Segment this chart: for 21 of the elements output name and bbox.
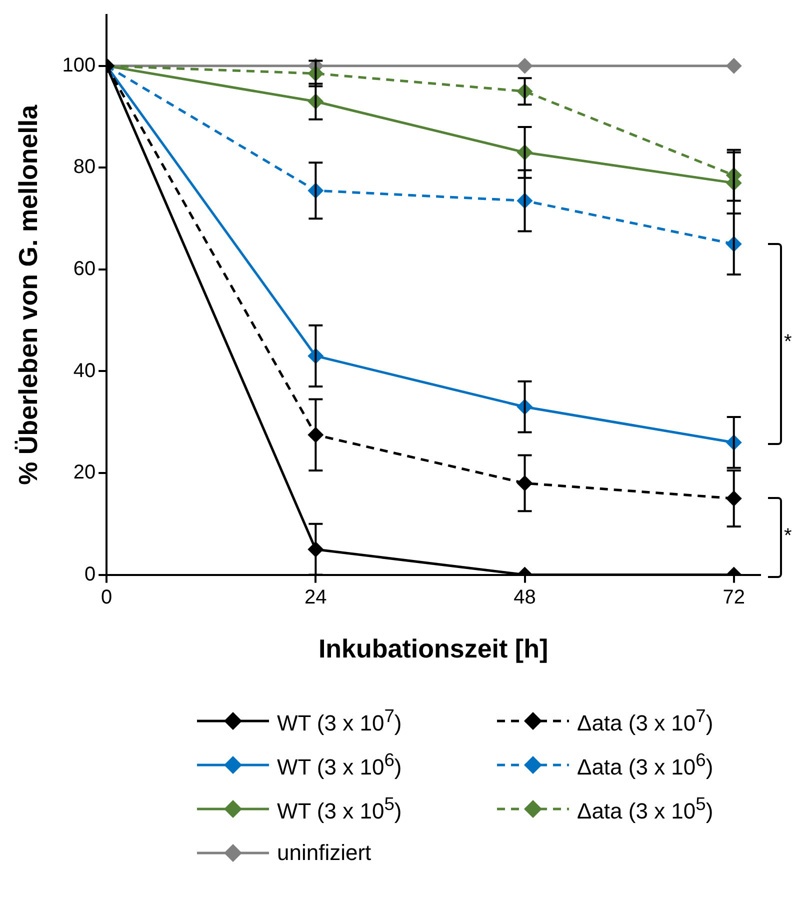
legend-label: uninfiziert <box>277 840 372 866</box>
x-axis-title: Inkubationszeit [h] <box>318 634 548 664</box>
text: * <box>784 331 792 354</box>
legend-label: Δata (3 x 10$^{5}$) <box>577 793 714 825</box>
y-tick-label: 80 <box>73 156 96 178</box>
y-tick-label: 100 <box>62 54 96 76</box>
x-tick-label: 48 <box>514 586 536 608</box>
legend-label: Δata (3 x 10$^{6}$) <box>577 749 714 781</box>
x-tick-label: 72 <box>722 586 745 608</box>
x-tick-label: 0 <box>101 586 112 608</box>
y-tick-label: 0 <box>84 563 96 586</box>
text: * <box>784 524 792 548</box>
legend-label: Δata (3 x 10$^{7}$) <box>577 705 714 737</box>
y-tick-label: 20 <box>73 462 96 484</box>
y-axis-title: % Überleben von G. mellonella <box>12 104 43 485</box>
legend-label: WT (3 x 10$^{7}$) <box>277 705 402 737</box>
legend-label: WT (3 x 10$^{5}$) <box>277 793 402 825</box>
y-tick-label: 60 <box>73 258 96 280</box>
legend-label: WT (3 x 10$^{6}$) <box>277 749 402 781</box>
x-tick-label: 24 <box>304 586 327 608</box>
y-tick-label: 40 <box>73 360 96 382</box>
